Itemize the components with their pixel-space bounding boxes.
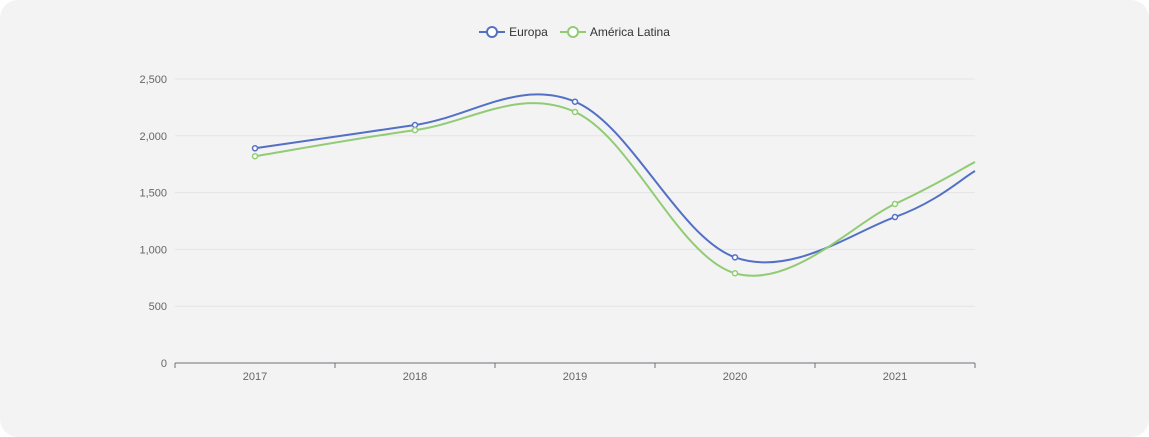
data-point-europa-2020[interactable] bbox=[731, 254, 739, 261]
y-tick-label-500: 500 bbox=[149, 301, 167, 313]
y-tick-label-2000: 2,000 bbox=[139, 131, 167, 143]
y-tick-label-2500: 2,500 bbox=[139, 74, 167, 86]
legend-item-america-latina[interactable]: América Latina bbox=[559, 25, 670, 39]
y-tick-label-1000: 1,000 bbox=[139, 244, 167, 256]
x-tick-label-2021: 2021 bbox=[883, 371, 907, 383]
legend-label-america-latina: América Latina bbox=[589, 25, 670, 39]
y-tick-label-0: 0 bbox=[161, 358, 167, 370]
legend-item-europa[interactable]: Europa bbox=[479, 25, 548, 39]
data-point-europa-2018[interactable] bbox=[411, 121, 419, 129]
data-point-europa-2021[interactable] bbox=[891, 213, 899, 221]
legend-label-europa: Europa bbox=[509, 25, 548, 39]
data-point-america-latina-2017[interactable] bbox=[251, 152, 259, 160]
data-point-europa-2017[interactable] bbox=[251, 145, 259, 152]
series-line-europa bbox=[254, 93, 976, 264]
data-point-america-latina-2018[interactable] bbox=[411, 126, 419, 134]
data-point-europa-2019[interactable] bbox=[571, 98, 579, 105]
legend-marker-europa bbox=[479, 26, 506, 38]
data-point-america-latina-2021[interactable] bbox=[891, 200, 899, 208]
x-tick-label-2020: 2020 bbox=[723, 371, 747, 383]
x-tick-label-2019: 2019 bbox=[563, 371, 587, 383]
x-tick-label-2017: 2017 bbox=[243, 371, 267, 383]
y-tick-label-1500: 1,500 bbox=[139, 188, 167, 200]
x-tick-label-2018: 2018 bbox=[403, 371, 427, 383]
chart-legend: Europa América Latina bbox=[0, 25, 1149, 39]
legend-marker-america-latina bbox=[559, 26, 586, 38]
data-point-america-latina-2019[interactable] bbox=[571, 108, 579, 116]
data-point-america-latina-2020[interactable] bbox=[731, 270, 739, 277]
